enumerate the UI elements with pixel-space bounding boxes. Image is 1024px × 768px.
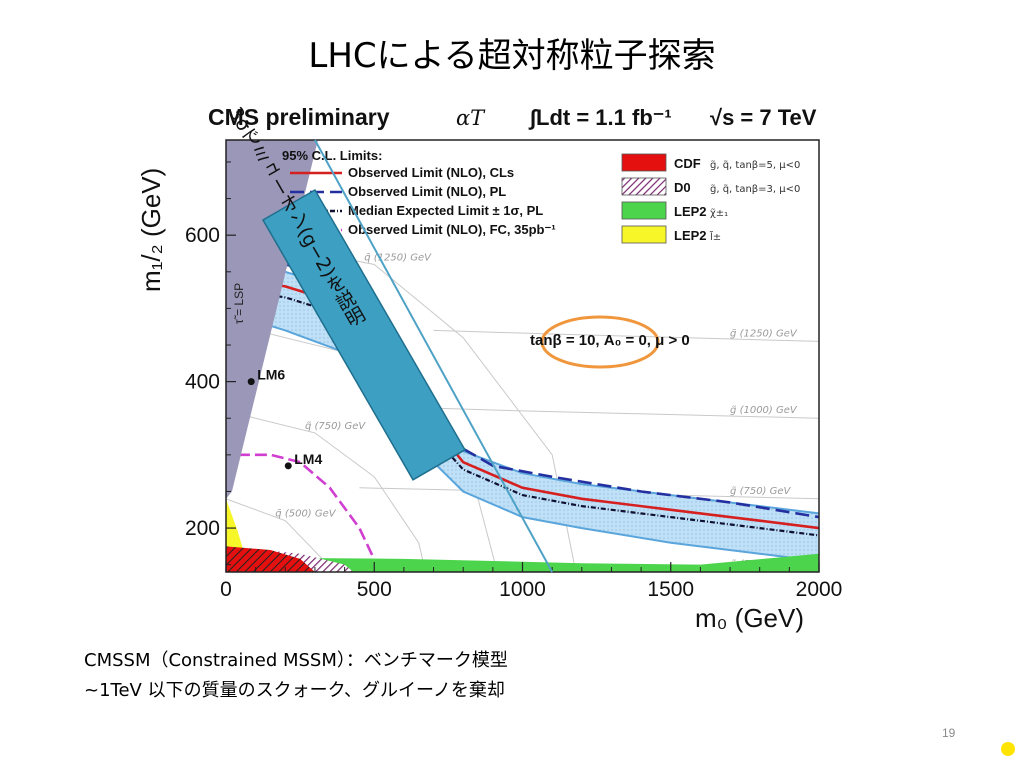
legend-box-label: D0 (674, 180, 691, 195)
cdf-region (226, 546, 315, 572)
x-axis: 0 500 1000 1500 2000 (220, 562, 842, 601)
band-lower-edge (237, 314, 819, 562)
slide-title: LHCによる超対称粒子探索 (308, 36, 716, 76)
gluino-contour-label: g̃ (1000) GeV (730, 404, 798, 416)
squark-contour-label: q̃ (1250) GeV (364, 251, 432, 263)
lsp-label: τ̃ = LSP (232, 283, 246, 324)
gluino-contour-label: g̃ (750) GeV (730, 485, 791, 497)
gluino-contour (433, 329, 819, 342)
legend-box-detail: χ̃±₁ (710, 207, 728, 219)
y-tick-label: 200 (185, 517, 220, 540)
legend-box-detail: g̃, q̃, tanβ=5, μ<0 (710, 159, 800, 171)
squark-contour (226, 498, 333, 572)
limit-curve-4 (237, 453, 382, 572)
benchmark-label: LM4 (294, 451, 322, 467)
x-tick-label: 0 (220, 578, 232, 601)
squark-contour (226, 410, 426, 572)
header-method: αT (456, 106, 486, 130)
legend-box-detail: l̃± (709, 230, 721, 243)
limit-curve-3 (237, 289, 819, 537)
x-tick-label: 500 (357, 578, 392, 601)
legend-line-label: Observed Limit (NLO), FC, 35pb⁻¹ (348, 222, 556, 237)
caption-result: ~1TeV 以下の質量のスクォーク、グルイーノを棄却 (84, 680, 505, 701)
legend-line-label: Observed Limit (NLO), CLs (348, 165, 514, 180)
caption-benchmark: CMSSM（Constrained MSSM）：ベンチマーク模型 (84, 650, 508, 671)
squark-contour-label: q̃ (500) GeV (275, 508, 336, 520)
slide-dot-marker (1001, 742, 1015, 756)
legend-box-swatch (621, 153, 667, 172)
legend-box-detail: g̃, q̃, tanβ=3, μ<0 (710, 183, 800, 195)
legend-line-label: Observed Limit (NLO), PL (348, 184, 506, 199)
legend-title: 95% C.L. Limits: (282, 148, 382, 163)
legend-box-swatch (621, 225, 667, 244)
params-highlight (540, 315, 660, 369)
x-tick-label: 2000 (796, 578, 843, 601)
benchmark-points: LM6 LM4 (247, 367, 322, 470)
legend-box-swatch (621, 201, 667, 220)
exclusion-plot: CMS preliminary αT ∫Ldt = 1.1 fb⁻¹ √s = … (136, 103, 842, 633)
page-number: 19 (942, 726, 956, 740)
benchmark-label: LM6 (257, 367, 285, 383)
legend-line-label: Median Expected Limit ± 1σ, PL (348, 203, 543, 218)
y-axis-label: m₁/₂ (GeV) (136, 168, 166, 292)
legend-box-label: LEP2 (674, 228, 707, 243)
gluino-contour-label: g̃ (1250) GeV (730, 327, 798, 339)
legend: 95% C.L. Limits: Observed Limit (NLO), C… (282, 148, 800, 244)
legend-box-label: CDF (674, 156, 701, 171)
gluino-contour (403, 406, 819, 419)
legend-box-swatch (621, 177, 667, 196)
x-tick-label: 1500 (647, 578, 694, 601)
header-lumi: ∫Ldt = 1.1 fb⁻¹ (528, 105, 672, 130)
squark-contour-label: q̃ (750) GeV (305, 420, 366, 432)
y-tick-label: 600 (185, 224, 220, 247)
legend-box-label: LEP2 (674, 204, 707, 219)
x-tick-label: 1000 (499, 578, 546, 601)
benchmark-point (284, 462, 292, 470)
params-label: tanβ = 10, A₀ = 0, μ > 0 (530, 332, 690, 349)
g2-boundary-line (314, 139, 554, 573)
y-tick-label: 400 (185, 371, 220, 394)
header-left: CMS preliminary (208, 104, 390, 130)
x-axis-label: m₀ (GeV) (695, 603, 804, 633)
benchmark-point (247, 378, 255, 386)
header-energy: √s = 7 TeV (710, 105, 817, 130)
y-axis: 200 400 600 (185, 161, 236, 566)
